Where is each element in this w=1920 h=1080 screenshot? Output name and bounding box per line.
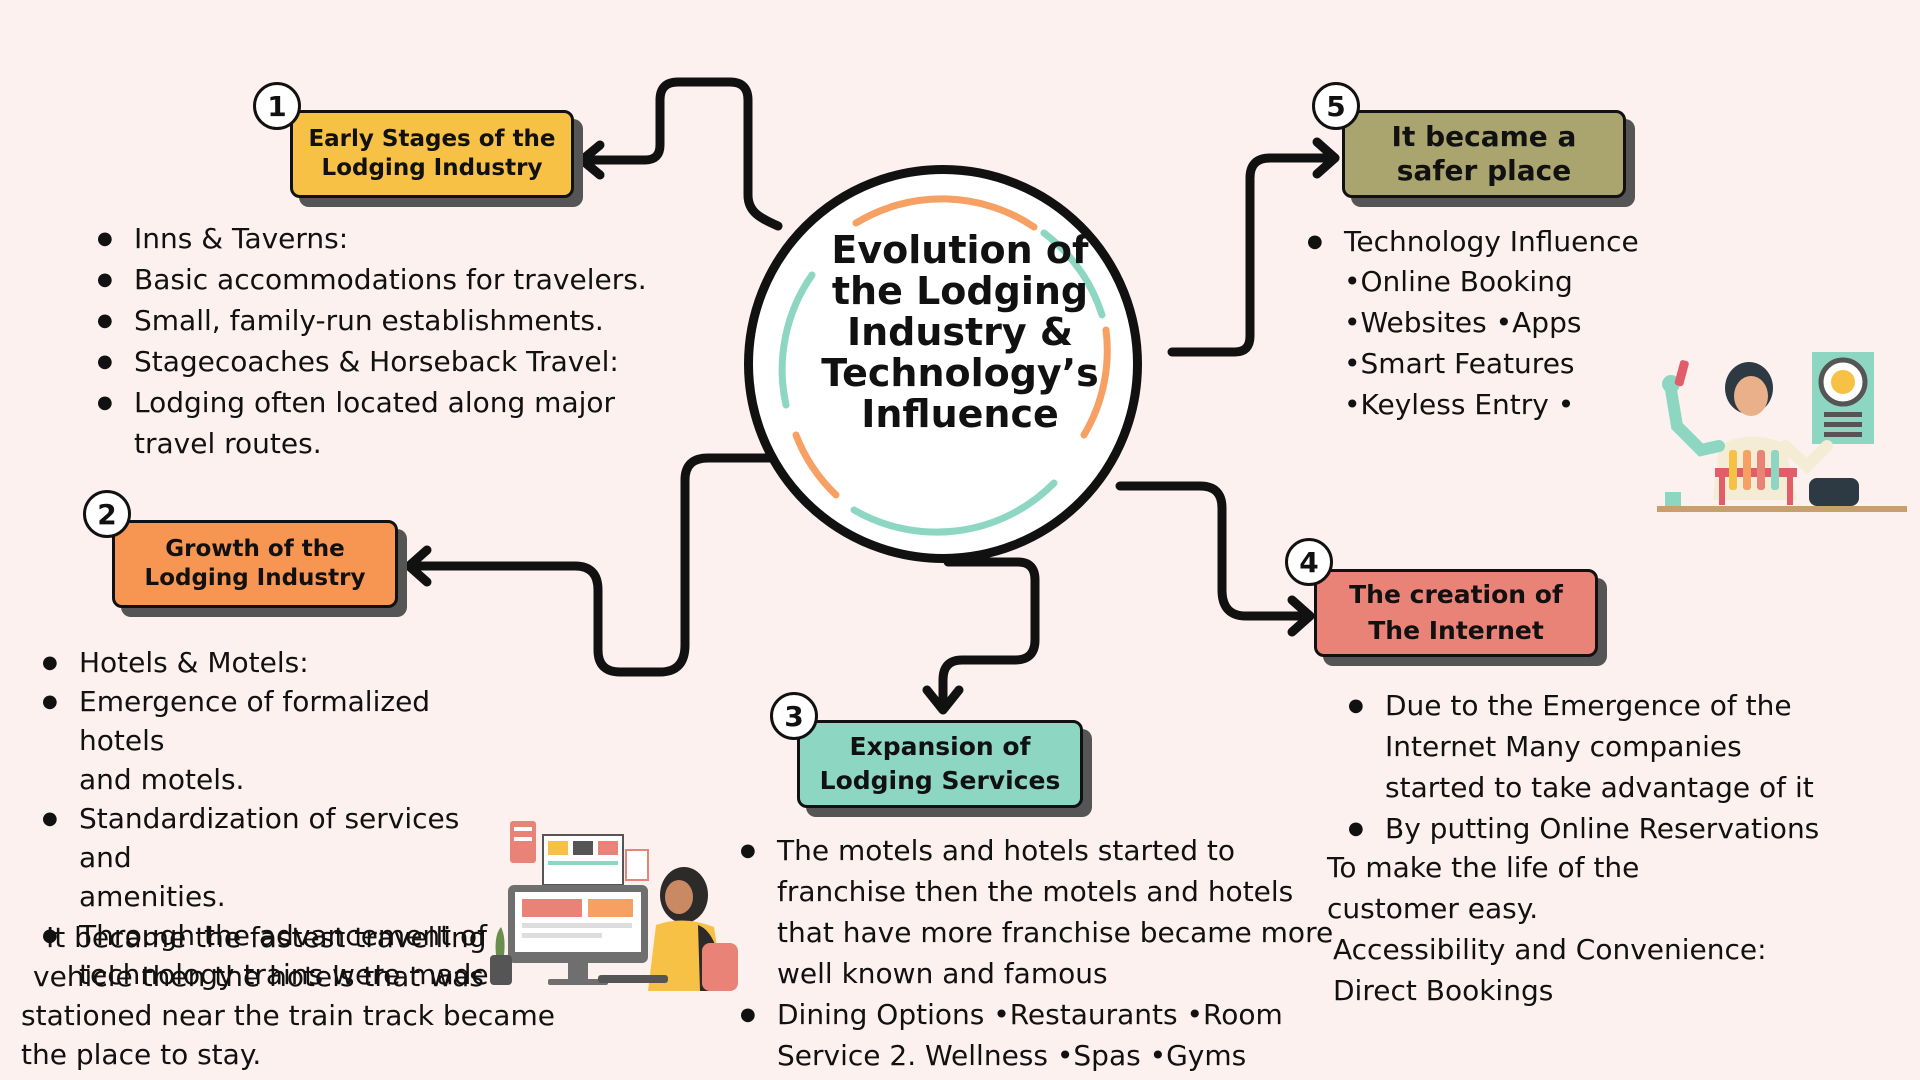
section-4-extra-line: customer easy.	[1327, 892, 1539, 925]
list-item: Through the advancement of technology tr…	[42, 916, 512, 994]
section-4-number-badge: 4	[1285, 538, 1333, 586]
section-2-extra-line: vehicle then the hotels that was	[33, 960, 484, 993]
center-title-line: Technology’s	[821, 351, 1099, 395]
list-item: Lodging often located along major travel…	[97, 382, 657, 464]
decorative-ring	[778, 195, 1111, 536]
section-4-bullets: Due to the Emergence of the Internet Man…	[1348, 685, 1908, 849]
section-3-bullets: The motels and hotels started to franchi…	[740, 830, 1340, 1076]
list-item: Technology Influence	[1307, 221, 1727, 262]
section-5-sub-line: •Websites •Apps	[1344, 306, 1582, 339]
section-3-number-badge: 3	[770, 692, 818, 740]
section-5-sub-line: •Smart Features	[1344, 347, 1575, 380]
center-title-line: Evolution of	[831, 228, 1089, 272]
list-item: By putting Online Reservations	[1348, 808, 1908, 849]
section-2-extra-line: stationed near the train track became	[21, 999, 555, 1032]
section-5-sub-line: •Online Booking	[1344, 265, 1573, 298]
section-4-extra-line: Direct Bookings	[1333, 974, 1554, 1007]
section-4-extra-line: Accessibility and Convenience:	[1333, 933, 1767, 966]
center-title: Evolution of the Lodging Industry & Tech…	[790, 230, 1130, 435]
section-4-title: The creation of The Internet	[1349, 580, 1563, 645]
list-item: Hotels & Motels:	[42, 643, 512, 682]
section-1-bullets: Inns & Taverns: Basic accommodations for…	[97, 218, 657, 464]
list-item: Standardization of services and amenitie…	[42, 799, 512, 916]
section-1-title: Early Stages of the Lodging Industry	[308, 126, 556, 181]
section-3-title: Expansion of Lodging Services	[819, 732, 1061, 795]
list-item: The motels and hotels started to franchi…	[740, 830, 1340, 994]
section-2-number-badge: 2	[83, 490, 131, 538]
section-5-bullets: Technology Influence	[1307, 221, 1727, 262]
center-title-line: Influence	[861, 392, 1059, 436]
section-2-extra-line: the place to stay.	[21, 1038, 262, 1071]
section-4-title-box: The creation of The Internet	[1314, 569, 1598, 657]
section-2-extra-line: It became the fastest travelling	[46, 921, 487, 954]
list-item: Due to the Emergence of the Internet Man…	[1348, 685, 1908, 808]
section-5-title-box: It became a safer place	[1342, 110, 1626, 198]
list-item: Small, family-run establishments.	[97, 300, 657, 341]
section-5-number-badge: 5	[1312, 82, 1360, 130]
center-circle	[744, 165, 1142, 563]
center-title-line: the Lodging	[831, 269, 1089, 313]
section-2-title: Growth of the Lodging Industry	[144, 536, 366, 591]
section-5-title: It became a safer place	[1391, 120, 1577, 187]
section-2-title-box: Growth of the Lodging Industry	[112, 520, 398, 608]
section-2-bullets: Hotels & Motels: Emergence of formalized…	[42, 643, 512, 994]
list-item: Emergence of formalized hotels and motel…	[42, 682, 512, 799]
section-1-number-badge: 1	[253, 82, 301, 130]
scientist-with-test-tubes-illustration	[1657, 352, 1907, 512]
list-item: Stagecoaches & Horseback Travel:	[97, 341, 657, 382]
list-item: Basic accommodations for travelers.	[97, 259, 657, 300]
center-title-line: Industry &	[846, 310, 1074, 354]
section-4-extra-line: To make the life of the	[1327, 851, 1640, 884]
list-item: Dining Options •Restaurants •Room Servic…	[740, 994, 1340, 1076]
section-3-title-box: Expansion of Lodging Services	[797, 720, 1083, 808]
section-5-sub-line: •Keyless Entry •	[1344, 388, 1575, 421]
list-item: Inns & Taverns:	[97, 218, 657, 259]
section-1-title-box: Early Stages of the Lodging Industry	[290, 110, 574, 198]
person-at-computer-illustration	[490, 821, 738, 991]
